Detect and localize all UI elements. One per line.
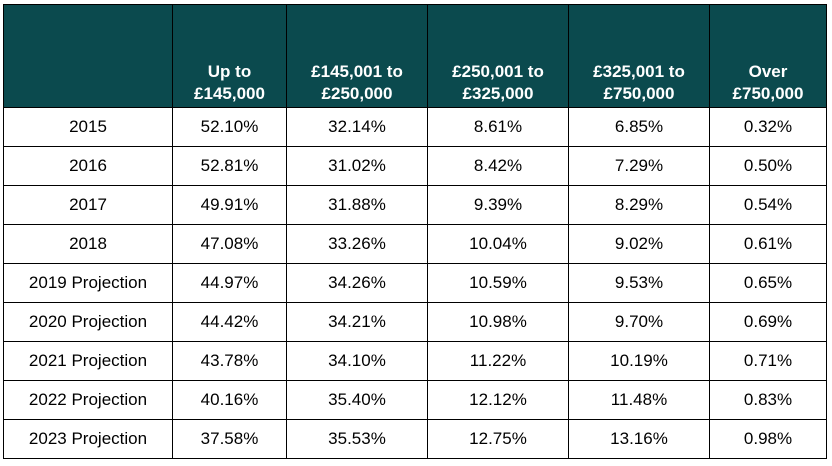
header-line: £250,000 <box>321 84 393 103</box>
header-line: £750,000 <box>732 84 804 103</box>
table-row: 2018 47.08% 33.26% 10.04% 9.02% 0.61% <box>3 224 827 264</box>
value-cell: 6.85% <box>568 107 710 147</box>
value-cell: 0.54% <box>709 185 827 225</box>
value-cell: 0.61% <box>709 224 827 264</box>
value-cell: 0.98% <box>709 419 827 459</box>
value-cell: 52.10% <box>172 107 287 147</box>
row-label-cell: 2016 <box>3 146 173 186</box>
value-cell: 34.10% <box>286 341 428 381</box>
header-cell-up-to-145000: Up to £145,000 <box>172 4 287 108</box>
header-cell-250001-to-325000: £250,001 to £325,000 <box>427 4 569 108</box>
price-band-table: Up to £145,000 £145,001 to £250,000 £250… <box>3 4 827 459</box>
table-row: 2020 Projection 44.42% 34.21% 10.98% 9.70% 0.… <box>3 302 827 342</box>
row-label-cell: 2015 <box>3 107 173 147</box>
table-row: 2023 Projection 37.58% 35.53% 12.75% 13.16% 0… <box>3 419 827 459</box>
table-body: 2015 52.10% 32.14% 8.61% 6.85% 0.32% 2016 52.81… <box>3 107 827 459</box>
value-cell: 13.16% <box>568 419 710 459</box>
value-cell: 34.21% <box>286 302 428 342</box>
header-line: £145,001 to <box>311 62 403 81</box>
value-cell: 10.19% <box>568 341 710 381</box>
value-cell: 9.02% <box>568 224 710 264</box>
value-cell: 8.42% <box>427 146 569 186</box>
row-label-cell: 2020 Projection <box>3 302 173 342</box>
value-cell: 35.53% <box>286 419 428 459</box>
value-cell: 7.29% <box>568 146 710 186</box>
table-row: 2016 52.81% 31.02% 8.42% 7.29% 0.50% <box>3 146 827 186</box>
value-cell: 44.97% <box>172 263 287 303</box>
table-row: 2021 Projection 43.78% 34.10% 11.22% 10.19% 0… <box>3 341 827 381</box>
row-label-cell: 2017 <box>3 185 173 225</box>
value-cell: 0.65% <box>709 263 827 303</box>
row-label-cell: 2019 Projection <box>3 263 173 303</box>
table-row: 2015 52.10% 32.14% 8.61% 6.85% 0.32% <box>3 107 827 147</box>
table-row: 2019 Projection 44.97% 34.26% 10.59% 9.53% 0.… <box>3 263 827 303</box>
header-line: £750,000 <box>603 84 675 103</box>
value-cell: 43.78% <box>172 341 287 381</box>
value-cell: 0.83% <box>709 380 827 420</box>
value-cell: 0.71% <box>709 341 827 381</box>
table-row: 2022 Projection 40.16% 35.40% 12.12% 11.48% 0… <box>3 380 827 420</box>
value-cell: 34.26% <box>286 263 428 303</box>
value-cell: 10.04% <box>427 224 569 264</box>
header-row: Up to £145,000 £145,001 to £250,000 £250… <box>3 4 827 108</box>
value-cell: 40.16% <box>172 380 287 420</box>
value-cell: 31.88% <box>286 185 428 225</box>
header-line: £325,000 <box>462 84 534 103</box>
value-cell: 31.02% <box>286 146 428 186</box>
header-cell-over-750000: Over £750,000 <box>709 4 827 108</box>
header-cell-year <box>3 4 173 108</box>
header-line: Up to <box>207 62 252 81</box>
row-label-cell: 2023 Projection <box>3 419 173 459</box>
header-cell-325001-to-750000: £325,001 to £750,000 <box>568 4 710 108</box>
value-cell: 35.40% <box>286 380 428 420</box>
value-cell: 47.08% <box>172 224 287 264</box>
row-label-cell: 2018 <box>3 224 173 264</box>
value-cell: 44.42% <box>172 302 287 342</box>
header-line: £325,001 to <box>593 62 685 81</box>
value-cell: 33.26% <box>286 224 428 264</box>
value-cell: 8.61% <box>427 107 569 147</box>
value-cell: 10.98% <box>427 302 569 342</box>
header-line: Over <box>748 62 788 81</box>
value-cell: 9.39% <box>427 185 569 225</box>
value-cell: 10.59% <box>427 263 569 303</box>
header-line: £250,001 to <box>452 62 544 81</box>
value-cell: 0.69% <box>709 302 827 342</box>
value-cell: 11.48% <box>568 380 710 420</box>
value-cell: 52.81% <box>172 146 287 186</box>
price-band-table-container: Up to £145,000 £145,001 to £250,000 £250… <box>3 4 827 459</box>
row-label-cell: 2021 Projection <box>3 341 173 381</box>
value-cell: 37.58% <box>172 419 287 459</box>
value-cell: 9.53% <box>568 263 710 303</box>
header-line: £145,000 <box>194 84 265 103</box>
value-cell: 49.91% <box>172 185 287 225</box>
value-cell: 32.14% <box>286 107 428 147</box>
value-cell: 12.12% <box>427 380 569 420</box>
value-cell: 11.22% <box>427 341 569 381</box>
table-row: 2017 49.91% 31.88% 9.39% 8.29% 0.54% <box>3 185 827 225</box>
value-cell: 9.70% <box>568 302 710 342</box>
value-cell: 8.29% <box>568 185 710 225</box>
row-label-cell: 2022 Projection <box>3 380 173 420</box>
value-cell: 0.50% <box>709 146 827 186</box>
value-cell: 12.75% <box>427 419 569 459</box>
header-cell-145001-to-250000: £145,001 to £250,000 <box>286 4 428 108</box>
value-cell: 0.32% <box>709 107 827 147</box>
